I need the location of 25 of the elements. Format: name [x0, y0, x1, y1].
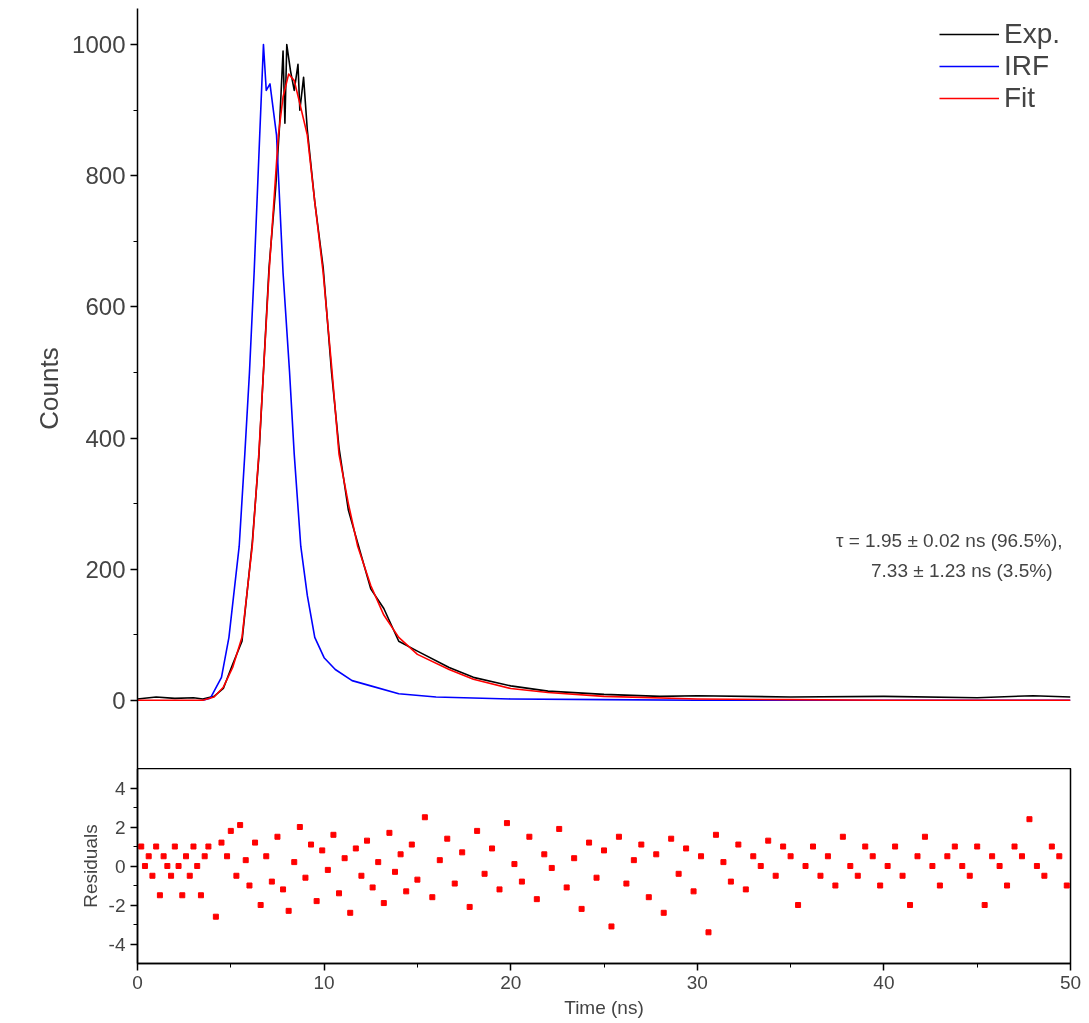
x-axis-title: Time (ns)	[564, 996, 644, 1018]
x-tick-label: 40	[873, 971, 895, 993]
y-tick-label: 600	[85, 293, 126, 321]
y-axis-title: Residuals	[79, 824, 101, 908]
y-tick-label: 200	[85, 555, 126, 583]
y-tick-label: 0	[112, 686, 126, 714]
y-tick-label: 0	[114, 855, 126, 877]
x-tick-label: 10	[313, 971, 335, 993]
y-tick-label: 4	[114, 777, 126, 799]
legend-label: IRF	[1003, 50, 1050, 82]
y-tick-label: -4	[108, 933, 126, 955]
annotation: 7.33 ± 1.23 ns (3.5%)	[870, 559, 1053, 581]
y-tick-label: 400	[85, 424, 126, 452]
x-tick-label: 0	[132, 971, 143, 993]
y-tick-label: -2	[108, 894, 126, 916]
legend-label: Fit	[1003, 82, 1036, 114]
x-tick-label: 30	[686, 971, 708, 993]
legend-label: Exp.	[1003, 18, 1060, 50]
x-tick-label: 50	[1059, 971, 1082, 993]
annotation: τ = 1.95 ± 0.02 ns (96.5%),	[835, 529, 1063, 551]
y-tick-label: 800	[85, 162, 126, 190]
y-axis-title: Counts	[34, 347, 65, 430]
y-tick-label: 1000	[72, 31, 126, 59]
x-tick-label: 20	[500, 971, 522, 993]
y-tick-label: 2	[114, 816, 126, 838]
